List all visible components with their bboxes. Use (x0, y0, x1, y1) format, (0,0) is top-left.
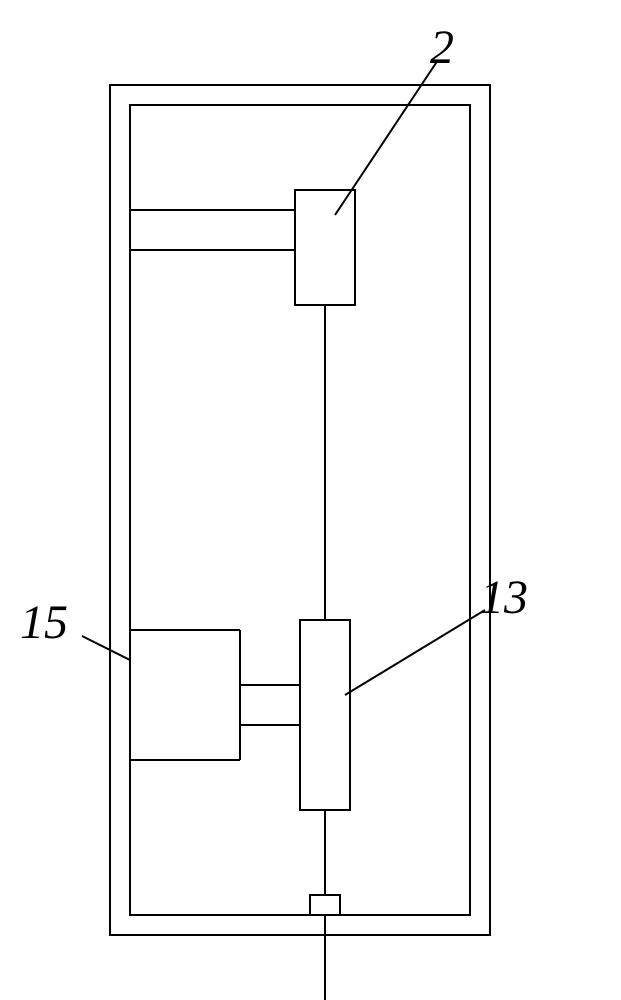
callout-label-15: 15 (20, 595, 68, 650)
callout-label-2: 2 (430, 20, 454, 75)
schematic-svg (0, 0, 621, 1000)
callout-label-13: 13 (480, 570, 528, 625)
